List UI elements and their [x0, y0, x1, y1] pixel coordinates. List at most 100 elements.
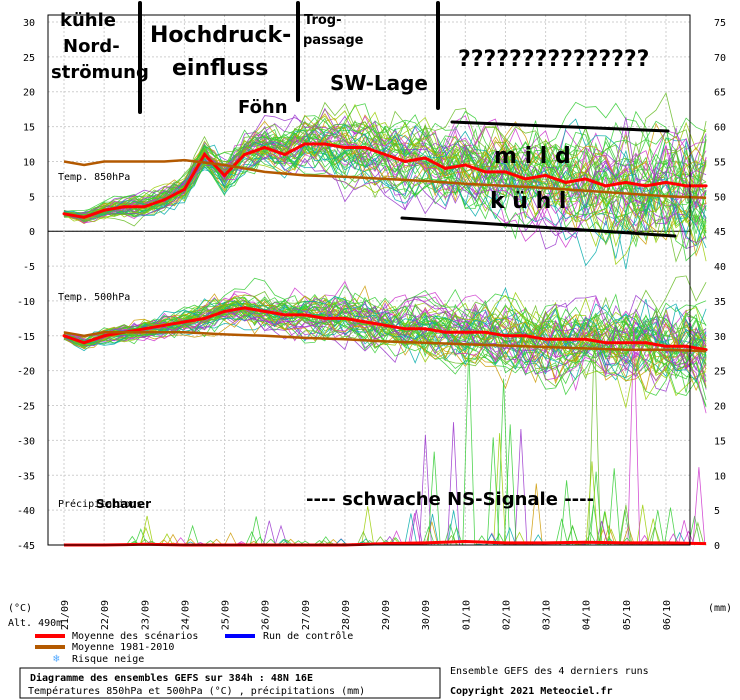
precip-member-spike	[555, 518, 569, 546]
y-tick-label-right: 60	[714, 123, 726, 134]
y-tick-label-left: 30	[23, 18, 35, 29]
legend-item-control-run: Run de contrôle	[263, 630, 353, 642]
data-point-t850	[504, 170, 507, 174]
panel-label-precip: Précipitations	[58, 498, 142, 510]
x-tick-label: 06/10	[662, 600, 673, 630]
precip-member-spike	[422, 525, 435, 546]
precip-member-spike	[264, 538, 278, 546]
y-tick-label-left: -15	[17, 332, 35, 343]
precip-member-spike	[443, 523, 457, 546]
data-point-t850	[303, 142, 307, 146]
precip-member-spike	[598, 511, 611, 546]
data-point-t850	[483, 170, 487, 174]
ensemble-member-line	[63, 289, 707, 408]
x-tick-label: 29/09	[381, 600, 392, 630]
data-point-t500	[323, 316, 327, 320]
data-point-t850	[544, 173, 548, 177]
data-point-t850	[323, 142, 327, 146]
data-point-t500	[443, 330, 447, 334]
data-point-t500	[142, 327, 146, 331]
ensemble-member-line	[63, 107, 707, 220]
data-point-t850	[243, 153, 247, 156]
annotation-kuehle: kühle	[60, 10, 116, 31]
x-tick-label: 23/09	[140, 600, 151, 630]
precip-member-spike	[514, 428, 528, 546]
data-point-t850	[423, 156, 427, 160]
x-tick-label: 25/09	[221, 600, 232, 630]
data-point-t500	[423, 327, 427, 331]
data-point-t500	[664, 344, 668, 348]
precip-member-spike	[503, 526, 517, 546]
y-tick-label-left: 0	[29, 227, 35, 238]
y-tick-label-left: -45	[17, 541, 35, 552]
data-point-t500	[182, 320, 186, 324]
precip-member-spike	[636, 504, 650, 546]
data-point-t500	[504, 334, 507, 338]
annotation-trog: Trog-	[304, 13, 341, 28]
data-point-t850	[363, 146, 367, 149]
data-point-t850	[142, 205, 146, 209]
ensemble-member-line	[63, 303, 707, 401]
series-line-t500-climatology	[63, 331, 707, 353]
data-point-t850	[383, 153, 387, 156]
data-point-t500	[544, 337, 548, 341]
x-tick-label: 02/10	[501, 600, 512, 630]
ensemble-member-line	[63, 120, 707, 257]
data-point-t850	[162, 198, 166, 202]
precip-member-spike	[166, 533, 180, 546]
data-point-t500	[343, 316, 347, 320]
ensemble-member-line	[63, 293, 707, 352]
precip-member-spike	[249, 516, 263, 546]
y-tick-label-left: -30	[17, 436, 35, 447]
x-tick-label: 05/10	[622, 600, 633, 630]
x-tick-label: 24/09	[180, 600, 191, 630]
y-tick-label-right: 50	[714, 192, 726, 203]
annotation-stroemung: strömung	[51, 62, 149, 83]
data-point-t850	[122, 205, 126, 209]
annotation-passage: passage	[303, 33, 364, 48]
precip-member-spike	[619, 504, 633, 546]
ensemble-member-line	[63, 151, 707, 244]
precip-member-spike	[334, 538, 348, 546]
ensemble-member-line	[63, 101, 707, 246]
chart-title: Diagramme des ensembles GEFS sur 384h : …	[30, 672, 313, 684]
x-tick-label: 04/10	[582, 600, 593, 630]
data-point-t500	[644, 341, 648, 345]
precip-member-spike	[587, 504, 600, 546]
annotation-einfluss: einfluss	[172, 56, 268, 81]
y-tick-label-right: 0	[714, 541, 720, 552]
ensemble-member-line	[63, 103, 707, 246]
annotation-kuehl: k ü h l	[490, 189, 566, 214]
data-point-t850	[684, 184, 688, 188]
data-point-t850	[524, 177, 527, 181]
precip-member-spike	[140, 515, 154, 546]
legend-item-snow-risk: Risque neige	[72, 654, 144, 665]
annotation-foehn: Föhn	[238, 97, 288, 118]
data-point-t850	[343, 146, 347, 149]
data-point-t850	[584, 177, 588, 181]
x-tick-label: 21/09	[60, 600, 71, 630]
data-point-t500	[383, 323, 387, 327]
precip-member-spike	[607, 468, 621, 546]
right-unit-label: (mm)	[708, 603, 732, 614]
data-point-t500	[604, 341, 608, 345]
y-tick-label-left: 20	[23, 88, 35, 99]
ensemble-member-line	[63, 119, 707, 241]
precip-member-spike	[361, 506, 375, 546]
precip-member-spike	[160, 533, 174, 546]
precip-member-spike	[280, 539, 294, 546]
data-point-t850	[564, 180, 568, 184]
data-point-t500	[263, 309, 267, 313]
data-point-t500	[102, 334, 106, 338]
precip-member-spike	[486, 437, 500, 546]
panel-label-t500: Temp. 500hPa	[58, 292, 130, 303]
precip-member-spike	[602, 524, 616, 546]
panel-label-t850: Temp. 850hPa	[58, 172, 130, 183]
data-point-t850	[102, 208, 106, 212]
precip-member-spike	[404, 513, 418, 546]
x-tick-label: 03/10	[542, 600, 553, 630]
data-point-t850	[82, 215, 86, 219]
data-point-t500	[524, 334, 527, 338]
